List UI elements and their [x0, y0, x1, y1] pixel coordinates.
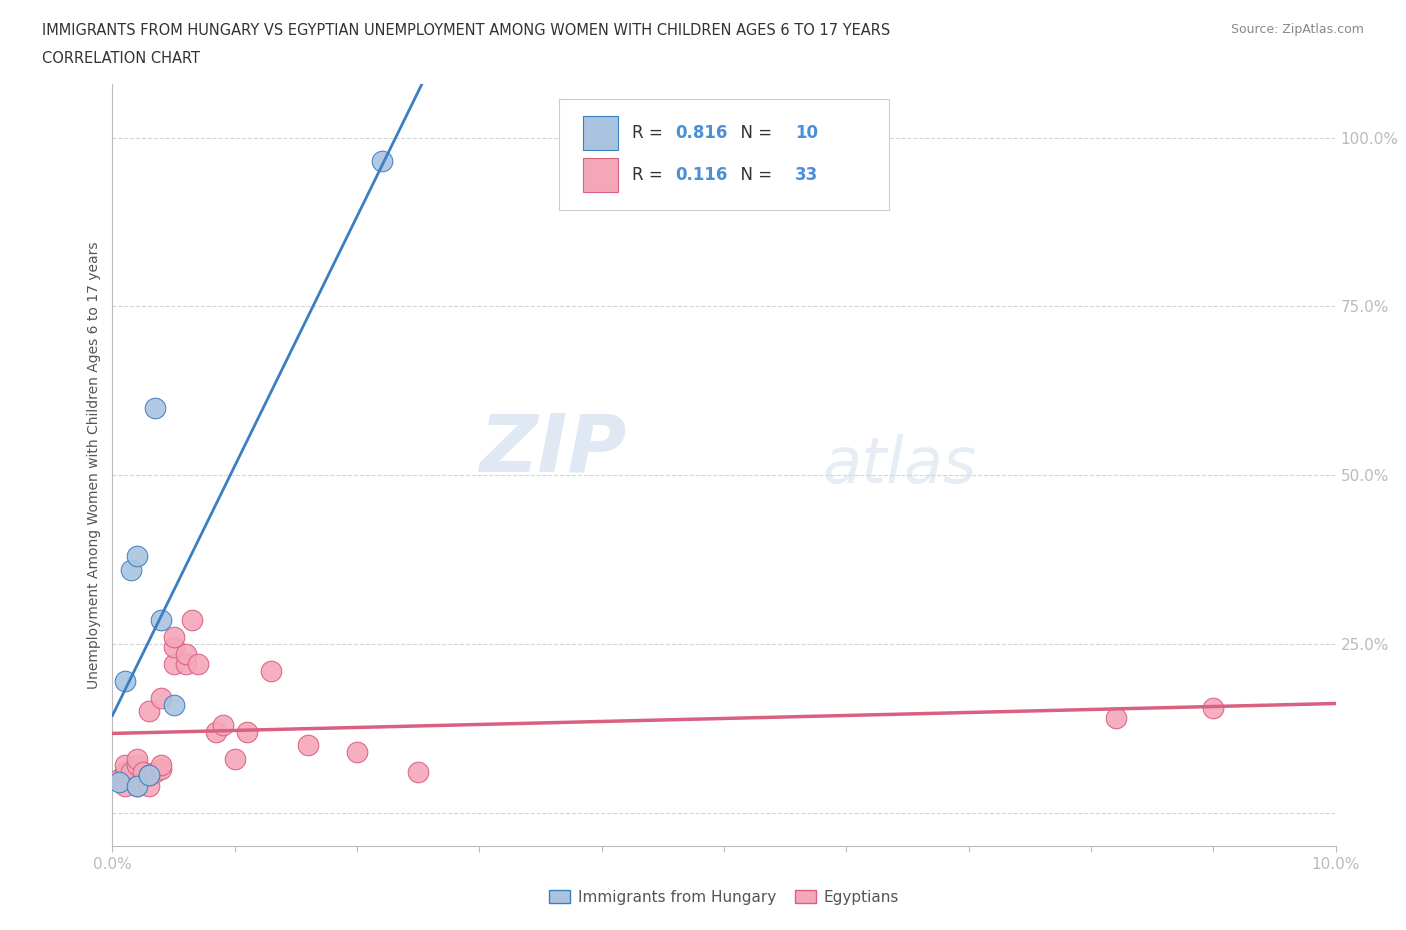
- Point: [114, 673, 136, 688]
- Text: 0.116: 0.116: [675, 166, 727, 184]
- Point: [138, 778, 160, 793]
- Point: [150, 758, 173, 773]
- Text: CORRELATION CHART: CORRELATION CHART: [42, 51, 200, 66]
- Text: ZIP: ZIP: [479, 411, 626, 489]
- Point: [120, 764, 142, 779]
- Point: [143, 764, 166, 779]
- Point: [138, 768, 160, 783]
- Point: [114, 764, 136, 779]
- Point: [114, 778, 136, 793]
- Point: [125, 778, 148, 793]
- Point: [205, 724, 228, 739]
- Point: [1104, 711, 1126, 725]
- Y-axis label: Unemployment Among Women with Children Ages 6 to 17 years: Unemployment Among Women with Children A…: [87, 241, 101, 689]
- Text: 10: 10: [794, 125, 818, 142]
- Point: [107, 771, 129, 786]
- Point: [125, 751, 148, 766]
- Point: [125, 758, 148, 773]
- Point: [211, 717, 233, 732]
- Point: [143, 400, 166, 415]
- Text: R =: R =: [633, 166, 668, 184]
- Point: [1202, 700, 1225, 715]
- Point: [236, 724, 259, 739]
- FancyBboxPatch shape: [583, 158, 617, 192]
- Point: [138, 768, 160, 783]
- Point: [346, 744, 368, 759]
- FancyBboxPatch shape: [583, 116, 617, 150]
- Point: [132, 764, 155, 779]
- Point: [408, 764, 430, 779]
- Point: [224, 751, 246, 766]
- Text: atlas: atlas: [823, 434, 976, 496]
- Text: 33: 33: [794, 166, 818, 184]
- Point: [174, 646, 197, 661]
- Point: [125, 778, 148, 793]
- Point: [370, 153, 392, 168]
- Text: R =: R =: [633, 125, 668, 142]
- Point: [260, 663, 283, 678]
- Text: Source: ZipAtlas.com: Source: ZipAtlas.com: [1230, 23, 1364, 36]
- Text: 0.816: 0.816: [675, 125, 727, 142]
- Point: [138, 704, 160, 719]
- Legend: Immigrants from Hungary, Egyptians: Immigrants from Hungary, Egyptians: [543, 884, 905, 911]
- Point: [150, 690, 173, 705]
- Point: [297, 737, 319, 752]
- Point: [150, 613, 173, 628]
- Text: N =: N =: [730, 166, 778, 184]
- Point: [163, 640, 186, 655]
- Point: [163, 630, 186, 644]
- FancyBboxPatch shape: [560, 99, 889, 209]
- Point: [181, 613, 204, 628]
- Point: [107, 775, 129, 790]
- Point: [150, 762, 173, 777]
- Point: [187, 657, 209, 671]
- Text: IMMIGRANTS FROM HUNGARY VS EGYPTIAN UNEMPLOYMENT AMONG WOMEN WITH CHILDREN AGES : IMMIGRANTS FROM HUNGARY VS EGYPTIAN UNEM…: [42, 23, 890, 38]
- Point: [114, 758, 136, 773]
- Point: [163, 698, 186, 712]
- Text: N =: N =: [730, 125, 778, 142]
- Point: [163, 657, 186, 671]
- Point: [120, 562, 142, 577]
- Point: [125, 549, 148, 564]
- Point: [174, 657, 197, 671]
